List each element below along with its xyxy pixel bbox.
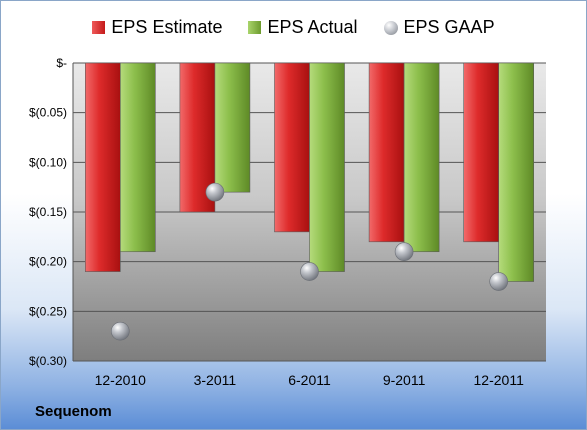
legend-label-eps-gaap: EPS GAAP bbox=[403, 17, 495, 37]
legend-swatch-eps-estimate bbox=[92, 21, 106, 34]
legend-item-eps-gaap: EPS GAAP bbox=[383, 17, 495, 38]
y-tick-label: $- bbox=[56, 56, 67, 70]
x-tick-label: 6-2011 bbox=[288, 372, 331, 388]
eps-actual-bar bbox=[403, 62, 440, 253]
eps-gaap-marker bbox=[205, 182, 225, 202]
eps-gaap-marker bbox=[300, 262, 319, 281]
x-tick-label: 12-2011 bbox=[474, 372, 525, 388]
eps-estimate-bar bbox=[274, 62, 310, 233]
legend-swatch-eps-gaap bbox=[383, 20, 398, 35]
legend-item-eps-estimate: EPS Estimate bbox=[92, 17, 222, 38]
y-tick-label: $(0.25) bbox=[29, 304, 67, 318]
legend-label-eps-estimate: EPS Estimate bbox=[111, 17, 223, 37]
legend-item-eps-actual: EPS Actual bbox=[248, 17, 358, 38]
eps-actual-bar bbox=[498, 62, 535, 282]
company-name: Sequenom bbox=[35, 403, 112, 420]
legend-swatch-eps-actual bbox=[248, 21, 262, 34]
eps-estimate-bar bbox=[85, 62, 121, 272]
eps-gaap-marker bbox=[489, 272, 509, 291]
x-tick-label: 12-2010 bbox=[95, 372, 147, 388]
eps-actual-bar bbox=[309, 62, 345, 272]
y-tick-label: $(0.20) bbox=[29, 255, 67, 269]
eps-gaap-marker bbox=[394, 242, 414, 262]
legend-label-eps-actual: EPS Actual bbox=[267, 17, 358, 37]
y-tick-label: $(0.30) bbox=[29, 354, 67, 368]
bars bbox=[85, 62, 535, 282]
y-tick-label: $(0.15) bbox=[29, 205, 67, 219]
x-tick-label: 9-2011 bbox=[383, 372, 426, 388]
eps-estimate-bar bbox=[368, 62, 405, 243]
x-axis-ticks: 12-2010 3-2011 6-2011 9-2011 12-2011 bbox=[95, 372, 524, 388]
y-tick-label: $(0.05) bbox=[29, 106, 67, 120]
eps-actual-bar bbox=[214, 62, 251, 193]
gaap-markers bbox=[111, 182, 509, 341]
eps-actual-bar bbox=[120, 62, 156, 253]
y-tick-label: $(0.10) bbox=[29, 155, 67, 169]
legend: EPS Estimate EPS Actual EPS GAAP bbox=[1, 17, 586, 38]
x-tick-label: 3-2011 bbox=[194, 372, 237, 388]
eps-gaap-marker bbox=[111, 321, 130, 341]
y-axis-ticks: $- $(0.05) $(0.10) $(0.15) $(0.20) $(0.25) $(0… bbox=[29, 56, 67, 368]
eps-estimate-bar bbox=[463, 62, 500, 243]
